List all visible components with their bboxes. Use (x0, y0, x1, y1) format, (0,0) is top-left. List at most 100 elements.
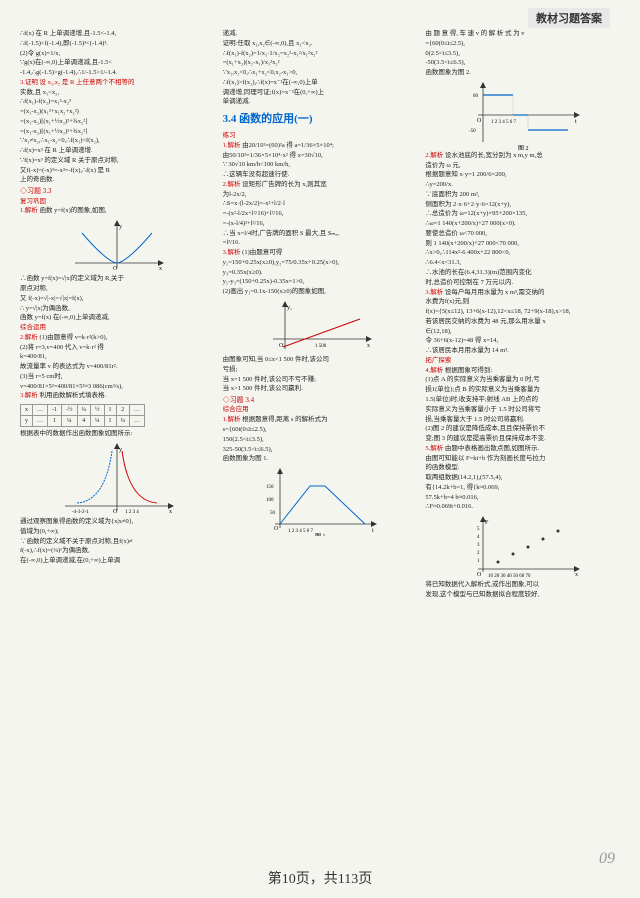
text: 函数图象为图 1. (223, 455, 418, 464)
text: 由图象可知,当 0≤x<1 500 件时,该公司 (223, 356, 418, 365)
section-3-4: 3.4 函数的应用(一) (223, 112, 418, 127)
text: 150(2.5<t≤3.5), (223, 436, 418, 445)
text: 发现,这个模型与已知数据拟合程度较好, (425, 591, 620, 600)
text: 令 36+6(x-12)=48 得 x=14, (425, 337, 620, 346)
svg-text:图 1: 图 1 (315, 533, 326, 536)
text: 为l-2x/2, (223, 191, 418, 200)
text: 损1(单位);点 B 的实际意义为当乘客量为 (425, 386, 620, 395)
practice-label: 练习 (223, 132, 418, 141)
svg-text:F: F (485, 520, 489, 526)
svg-text:O: O (279, 343, 284, 349)
column-1: ∴f(x) 在 R 上单调递增,且-1.5<-1.4, ∴f(-1.5)<f(-… (20, 30, 215, 858)
svg-text:1 2 3 4 5 6 7: 1 2 3 4 5 6 7 (288, 529, 314, 534)
text: 若该居民交纳的水费为 48 元,那么用水量 x (425, 318, 620, 327)
text: ∴f(-1.5)<f(-1.4),即(-1.5)³<(-1.4)³. (20, 40, 215, 49)
text: 0(2.5<t≤3.5), (425, 50, 620, 59)
exercise-title: ◇习题 3.4 (223, 396, 418, 405)
text: y₁=150+0.25x(x≥0),y₂=75/0.35x+0.25(x>0), (223, 259, 418, 268)
svg-text:t: t (575, 119, 577, 125)
text: v=400/81×5²=400/81×5²≈3 086(cm³/s), (20, 383, 215, 392)
graph-reciprocal: O y x -4-3-2-1 1 2 3 4 (57, 441, 177, 516)
text: f(x)={5(x≤12), 13+6(x-12),12<x≤18, 72+9(… (425, 308, 620, 317)
column-2: 递减. 证明:任取 x₁,x₂∈(-∞,0),且 x₁<x₂. ∴f(x₁)-f… (223, 30, 418, 858)
text: 1.5(单位)时,收支持平;射线 AB 上的点的 (425, 396, 620, 405)
text: =(x₁+x₂)(x₂-x₁)/x₁²x₂² (223, 59, 418, 68)
text: 取两组数据(14.2,1),(57.5,4), (425, 474, 620, 483)
text: 要使总造价 ω<70 000, (425, 230, 620, 239)
text: 侧面积为 2·x·6+2·y·6=12(x+y), (425, 201, 620, 210)
text: 通过观察图象得函数的定义域为{x|x≠0}, (20, 518, 215, 527)
graph-linear: O y₁ x 1 500 (265, 299, 375, 354)
text: 上的奇函数. (20, 176, 215, 185)
text: 实数,且 x₁<x₂, (20, 89, 215, 98)
text: 证明:任取 x₁,x₂∈(-∞,0),且 x₁<x₂. (223, 40, 418, 49)
text: ∴水池的长在(6.4,31.3)(m)范围内变化 (425, 269, 620, 278)
text: ∴S=x·(l-2x/2)=-x²+l/2·l (223, 200, 418, 209)
svg-text:60: 60 (473, 94, 479, 99)
text: 由 题 意 得, 车 速 v 的 解 析 式 为 v (425, 30, 620, 39)
svg-text:O: O (477, 118, 482, 124)
text: 值域为(0,+∞); (20, 528, 215, 537)
svg-text:y₁: y₁ (287, 305, 292, 311)
text: ∴f(x₁)>f(x₂),∴f(x)=x⁻²在(-∞,0)上单 (223, 79, 418, 88)
subsection: 综合应用 (223, 406, 418, 415)
text: 1.解析 函数 y=f(x)的图象,如图, (20, 207, 215, 216)
text: 3.解析 利用函数解析式填表格. (20, 392, 215, 401)
svg-text:O: O (477, 572, 482, 578)
text: 325-50(3.5<t≤6.5), (223, 446, 418, 455)
svg-text:4: 4 (477, 535, 480, 540)
svg-text:10 20 30 40 50 60 70: 10 20 30 40 50 60 70 (488, 574, 531, 579)
svg-text:O: O (113, 266, 118, 272)
text: 单调递减. (223, 98, 418, 107)
graph-scatter: O F 1 2 3 4 5 10 20 30 40 50 60 70 x (463, 514, 583, 579)
data-table: x…-1-½¼½12… y…1¼4¼1¼… (20, 404, 145, 427)
text: (2)画出 y₁=0.1x-150(x≥0)的图象如图, (223, 288, 418, 297)
text: 实际意义为当乘客量小于 1.5 时公司将亏 (425, 406, 620, 415)
subsection: 综合运用 (20, 324, 215, 333)
text: ∈(12,18), (425, 328, 620, 337)
svg-text:x: x (159, 266, 162, 272)
text: (2)将 r=3,v=400 代入 v=k·r² 得 (20, 344, 215, 353)
text: 根据表中的数据作出函数图象如图所示: (20, 430, 215, 439)
text: ∴6.4<x<31.3, (425, 259, 620, 268)
text: =(x₁-x₂)[(x₁+½x₂)²+¾x₂²] (20, 128, 215, 137)
text: ∵g(x)在(-∞,0)上单调递减,且-1.5< (20, 59, 215, 68)
text: ∴总造价为 ω=12(x+y)×95+200×135, (425, 210, 620, 219)
column-3: 由 题 意 得, 车 速 v 的 解 析 式 为 v ={60(0≤t≤2.5)… (425, 30, 620, 858)
text: y₁-y₃=(150+0.25x)-0.35x=1>0, (223, 278, 418, 287)
text: (2)令 g(x)=1/x, (20, 50, 215, 59)
text: ∴该居民本月用水量为 14 m³. (425, 347, 620, 356)
svg-text:x: x (169, 509, 172, 515)
text: 4.解析 根据图象可得到: (425, 367, 620, 376)
svg-text:1 2 3 4 5 6 7: 1 2 3 4 5 6 7 (491, 120, 517, 125)
graph-sqrt: O y x (67, 218, 167, 273)
text: 2.解析 设水池底的长,宽分别为 x m,y m,总 (425, 152, 620, 161)
svg-text:50: 50 (270, 511, 276, 516)
text: 将已知数据代入解析式,或作出图象,可以 (425, 581, 620, 590)
svg-text:O: O (113, 509, 118, 515)
text: 亏损; (223, 366, 418, 375)
svg-text:O: O (274, 526, 279, 532)
text: 1.解析 根据题意得,距离 s 的解析式为 (223, 416, 418, 425)
text: ={60(0≤t≤2.5), (425, 40, 620, 49)
text: s={60t(0≤t≤2.5), (223, 426, 418, 435)
text: 由图可知能以 F=kt+b 作为刻画长度与拉力 (425, 455, 620, 464)
svg-text:5: 5 (477, 527, 480, 532)
text: 又 f(-x)=√|-x|=√|x|=f(x), (20, 295, 215, 304)
text: ∴x>0,∴114x²-6 400x+22 800<0, (425, 249, 620, 258)
text: 变;图 3 的建议是提高票价且保持成本不变. (425, 435, 620, 444)
svg-text:t: t (372, 528, 374, 534)
text: 3.证明 设 x₁,x₂ 是 R 上任意两个不相等的 (20, 79, 215, 88)
graph-piecewise-1: O 150 100 50 1 2 3 4 5 6 7 t 图 1 (260, 466, 380, 536)
text: 造价为 ω 元, (425, 162, 620, 171)
text: 递减. (223, 30, 418, 39)
text: 调递增,同理可证;f(x)=x⁻²在(0,+∞)上 (223, 89, 418, 98)
page-content: ∴f(x) 在 R 上单调递增,且-1.5<-1.4, ∴f(-1.5)<f(-… (20, 30, 620, 858)
text: 2.解析 (1)由题意得 v=k·r²(k>0), (20, 334, 215, 343)
text: 的函数模型. (425, 464, 620, 473)
text: ∵底面积为 200 m², (425, 191, 620, 200)
text: 函数图象为图 2. (425, 69, 620, 78)
header-title: 教材习题答案 (528, 8, 610, 28)
text: 时,总造价可控制在 7 万元以内. (425, 279, 620, 288)
text: ∴ y=√|x|为偶函数, (20, 305, 215, 314)
